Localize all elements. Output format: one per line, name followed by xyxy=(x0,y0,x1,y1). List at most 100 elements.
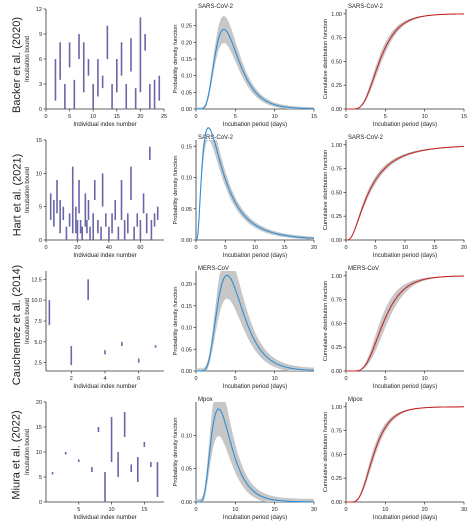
y-tick-label: 1.00 xyxy=(331,12,342,18)
x-axis-title: Incubation period (days) xyxy=(373,253,437,259)
x-tick-label: 0 xyxy=(44,245,47,251)
x-tick-label: 2 xyxy=(70,376,73,382)
pdf-line xyxy=(196,274,315,372)
y-tick-label: 0.75 xyxy=(331,36,342,42)
virus-label: SARS-CoV-2 xyxy=(348,135,384,141)
y-tick-label: 0.10 xyxy=(181,326,192,332)
x-tick-label: 0 xyxy=(344,114,347,120)
x-tick-label: 5 xyxy=(384,114,387,120)
x-tick-label: 0 xyxy=(344,245,347,251)
virus-label: Mpox xyxy=(198,397,213,403)
x-axis-title: Individual index number xyxy=(73,122,136,128)
x-axis-title: Individual index number xyxy=(73,515,136,521)
uncertainty-band xyxy=(196,271,314,371)
x-axis-title: Incubation period (days) xyxy=(223,253,287,259)
y-tick-label: 1.00 xyxy=(331,274,342,280)
x-tick-label: 10 xyxy=(90,114,96,120)
x-tick-label: 25 xyxy=(161,114,167,120)
y-tick-label: 0.50 xyxy=(331,190,342,196)
y-tick-label: 0.05 xyxy=(181,90,192,96)
y-tick-label: 0.75 xyxy=(331,429,342,435)
x-tick-label: 15 xyxy=(431,245,437,251)
y-tick-label: 0.20 xyxy=(181,282,192,288)
y-axis-title: Probability density function xyxy=(173,287,179,356)
x-tick-label: 10 xyxy=(382,507,388,513)
y-tick-label: 0.50 xyxy=(331,59,342,65)
y-tick-label: 0.25 xyxy=(331,214,342,220)
uncertainty-band xyxy=(346,275,464,371)
pdf-line xyxy=(195,127,315,241)
y-tick-label: 2.5 xyxy=(34,361,42,367)
y-tick-label: 0.10 xyxy=(181,176,192,182)
y-tick-label: 0.00 xyxy=(181,500,192,506)
virus-label: SARS-CoV-2 xyxy=(348,4,384,10)
y-axis-title: Probability density function xyxy=(173,156,179,225)
x-tick-label: 0 xyxy=(194,245,197,251)
y-axis-title: Incubation bound xyxy=(25,298,31,344)
virus-label: Mpox xyxy=(348,397,363,403)
y-tick-label: 0.05 xyxy=(181,467,192,473)
pdf-line xyxy=(196,28,314,110)
x-tick-label: 30 xyxy=(311,507,317,513)
x-tick-label: 0 xyxy=(344,376,347,382)
y-tick-label: 0.15 xyxy=(181,304,192,310)
x-tick-label: 5 xyxy=(68,114,71,120)
uncertainty-band xyxy=(196,16,314,109)
y-tick-label: 0.25 xyxy=(181,24,192,30)
x-tick-label: 10 xyxy=(422,376,428,382)
y-axis-title: Incubation bound xyxy=(25,429,31,475)
x-tick-label: 10 xyxy=(422,114,428,120)
y-tick-label: 0.25 xyxy=(331,345,342,351)
y-tick-label: 0.15 xyxy=(181,57,192,63)
y-tick-label: 0.75 xyxy=(331,167,342,173)
x-tick-label: 40 xyxy=(106,245,112,251)
x-axis-title: Incubation period (days) xyxy=(373,122,437,128)
uncertainty-band xyxy=(346,13,464,109)
y-axis-title: Cumulative distribution function xyxy=(323,19,329,100)
x-tick-label: 15 xyxy=(281,245,287,251)
y-tick-label: 0.00 xyxy=(181,107,192,113)
x-tick-label: 10 xyxy=(108,507,114,513)
y-tick-label: 0.50 xyxy=(331,321,342,327)
virus-label: MERS-CoV xyxy=(348,266,379,272)
x-tick-label: 5 xyxy=(77,507,80,513)
x-tick-label: 60 xyxy=(137,245,143,251)
x-tick-label: 6 xyxy=(137,376,140,382)
x-tick-label: 5 xyxy=(374,245,377,251)
x-tick-label: 5 xyxy=(234,376,237,382)
x-tick-label: 20 xyxy=(74,245,80,251)
x-axis-title: Incubation period (days) xyxy=(223,384,287,390)
x-tick-label: 10 xyxy=(272,376,278,382)
uncertainty-band xyxy=(346,146,464,240)
y-tick-label: 0.25 xyxy=(331,476,342,482)
x-axis-title: Incubation period (days) xyxy=(373,515,437,521)
x-tick-label: 10 xyxy=(272,114,278,120)
y-tick-label: 3 xyxy=(39,82,42,88)
cdf-line xyxy=(346,406,464,503)
cdf-line xyxy=(346,145,465,241)
y-tick-label: 0 xyxy=(39,500,42,506)
y-tick-label: 0.75 xyxy=(331,298,342,304)
y-axis-title: Cumulative distribution function xyxy=(323,150,329,231)
y-tick-label: 5 xyxy=(39,475,42,481)
y-tick-label: 9 xyxy=(39,32,42,38)
y-tick-label: 0.10 xyxy=(181,74,192,80)
x-tick-label: 4 xyxy=(103,376,106,382)
x-tick-label: 0 xyxy=(194,376,197,382)
cdf-line xyxy=(346,13,464,110)
y-tick-label: 10.0 xyxy=(31,298,42,304)
y-tick-label: 0.25 xyxy=(331,83,342,89)
x-tick-label: 0 xyxy=(44,114,47,120)
x-tick-label: 5 xyxy=(234,114,237,120)
y-tick-label: 0.00 xyxy=(331,369,342,375)
virus-label: SARS-CoV-2 xyxy=(198,4,234,10)
y-tick-label: 0.00 xyxy=(181,369,192,375)
x-tick-label: 5 xyxy=(384,376,387,382)
x-axis-title: Incubation period (days) xyxy=(223,515,287,521)
y-tick-label: 20 xyxy=(36,400,42,406)
y-tick-label: 6 xyxy=(39,57,42,63)
x-tick-label: 20 xyxy=(311,245,317,251)
y-tick-label: 15 xyxy=(36,138,42,144)
y-axis-title: Incubation bound xyxy=(25,36,31,82)
